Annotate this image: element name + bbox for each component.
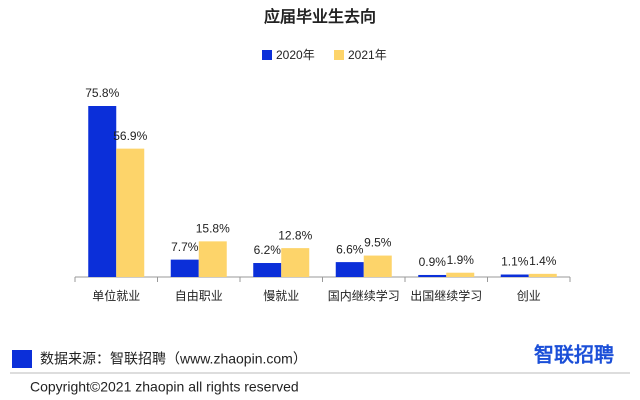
value-label: 15.8% — [196, 222, 230, 236]
value-label: 6.2% — [254, 243, 282, 257]
bar — [281, 248, 310, 277]
value-label: 56.9% — [113, 129, 147, 143]
bar — [446, 272, 475, 277]
bar — [528, 273, 557, 277]
x-tick-label: 单位就业 — [92, 288, 140, 303]
value-label: 0.9% — [419, 255, 447, 269]
x-tick-label: 出国继续学习 — [410, 288, 482, 303]
value-label: 6.6% — [336, 242, 364, 256]
value-label: 7.7% — [171, 240, 199, 254]
bar — [170, 259, 199, 277]
value-label: 1.9% — [447, 253, 475, 267]
legend-label: 2021年 — [348, 48, 387, 62]
legend-label: 2020年 — [276, 48, 315, 62]
logo: 智联招聘 — [534, 342, 614, 366]
chart-title: 应届毕业生去向 — [264, 7, 376, 26]
bar — [335, 262, 364, 277]
source-icon — [12, 350, 32, 368]
bar — [253, 263, 282, 277]
value-label: 1.1% — [501, 255, 529, 269]
legend-swatch — [262, 50, 272, 60]
bar — [363, 255, 392, 277]
legend-swatch — [334, 50, 344, 60]
x-tick-label: 国内继续学习 — [328, 288, 400, 303]
bar — [198, 241, 227, 277]
bar — [88, 106, 117, 277]
value-label: 1.4% — [529, 254, 557, 268]
value-label: 12.8% — [278, 228, 312, 242]
x-tick-label: 慢就业 — [263, 289, 299, 303]
bar — [418, 274, 447, 277]
copyright: Copyright©2021 zhaopin all rights reserv… — [30, 379, 299, 395]
x-tick-label: 创业 — [517, 289, 541, 303]
bar — [500, 274, 529, 277]
source: 数据来源：智联招聘（www.zhaopin.com） — [40, 351, 307, 367]
x-tick-label: 自由职业 — [175, 289, 223, 303]
value-label: 9.5% — [364, 236, 392, 250]
value-label: 75.8% — [85, 86, 119, 100]
bar — [116, 148, 145, 277]
